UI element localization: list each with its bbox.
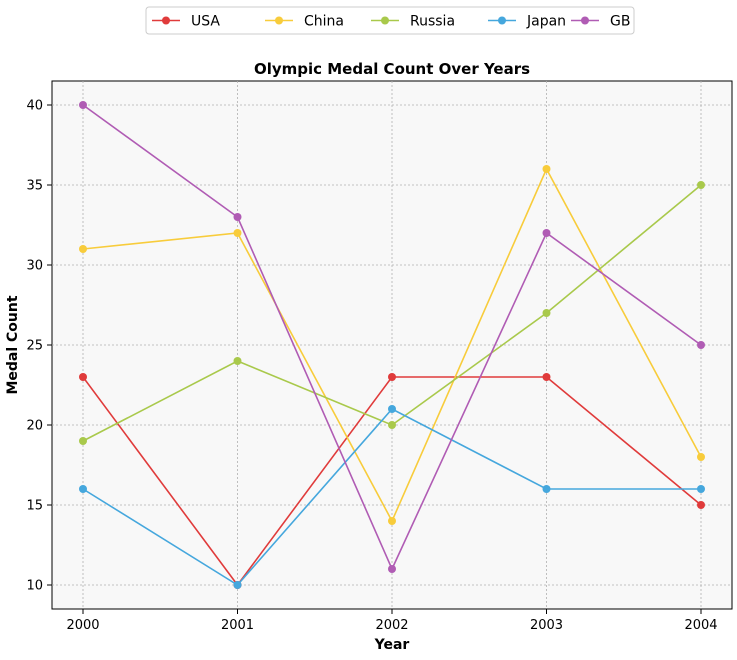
series-japan	[79, 405, 705, 589]
x-tick-label: 2000	[66, 618, 99, 633]
legend-item-russia: Russia	[371, 14, 455, 30]
x-tick-label: 2001	[221, 618, 254, 633]
x-axis-label: Year	[374, 637, 410, 653]
data-point-usa	[697, 501, 705, 509]
y-tick-label: 10	[26, 579, 43, 594]
data-point-china	[542, 165, 551, 173]
data-point-gb	[79, 101, 87, 109]
y-axis-label: Medal Count	[5, 295, 21, 394]
data-point-japan	[542, 485, 551, 493]
legend-item-usa: USA	[152, 14, 220, 30]
data-point-russia	[233, 357, 242, 365]
data-point-usa	[79, 373, 87, 381]
legend-label-china: China	[304, 14, 344, 30]
x-tick-label: 2003	[530, 618, 563, 633]
y-tick-label: 15	[26, 499, 43, 514]
legend-item-japan: Japan	[488, 14, 566, 30]
legend-marker-china	[275, 16, 283, 25]
legend-marker-usa	[162, 16, 170, 25]
chart-title: Olympic Medal Count Over Years	[254, 60, 530, 78]
series-china	[79, 165, 705, 525]
series-gb	[79, 101, 705, 573]
data-point-china	[697, 453, 705, 461]
y-tick-label: 40	[26, 99, 43, 114]
legend-label-usa: USA	[191, 14, 220, 30]
x-tick-label: 2004	[684, 618, 717, 633]
legend-item-gb: GB	[571, 14, 630, 30]
legend-item-china: China	[265, 14, 344, 30]
data-point-japan	[233, 581, 242, 589]
legend-items: USA China Russia Japan GB	[152, 14, 630, 30]
legend: USA China Russia Japan GB	[145, 6, 635, 35]
y-tick-label: 30	[26, 259, 43, 274]
data-point-japan	[697, 485, 705, 493]
y-tick-label: 35	[26, 179, 43, 194]
data-point-gb	[233, 213, 242, 221]
legend-label-russia: Russia	[410, 14, 455, 30]
y-tick-label: 25	[26, 339, 43, 354]
legend-label-gb: GB	[610, 14, 630, 30]
axis-ticks: 2000 2001 2002 2003 2004 10 15 20 25 30 35 40	[26, 99, 717, 634]
series-lines	[79, 101, 705, 589]
x-tick-label: 2002	[375, 618, 408, 633]
data-point-gb	[697, 341, 705, 349]
data-point-usa	[388, 373, 396, 381]
data-point-usa	[542, 373, 551, 381]
data-point-gb	[542, 229, 551, 237]
data-point-russia	[542, 309, 551, 317]
legend-marker-russia	[381, 16, 389, 25]
legend-marker-gb	[581, 16, 589, 25]
data-point-japan	[388, 405, 396, 413]
data-point-japan	[79, 485, 87, 493]
data-point-gb	[388, 565, 396, 573]
data-point-russia	[79, 437, 87, 445]
data-point-russia	[388, 421, 396, 429]
y-tick-label: 20	[26, 419, 43, 434]
data-point-china	[233, 229, 242, 237]
data-point-russia	[697, 181, 705, 189]
legend-marker-japan	[498, 16, 506, 25]
data-point-china	[388, 517, 396, 525]
legend-label-japan: Japan	[526, 14, 566, 30]
data-point-china	[79, 245, 87, 253]
